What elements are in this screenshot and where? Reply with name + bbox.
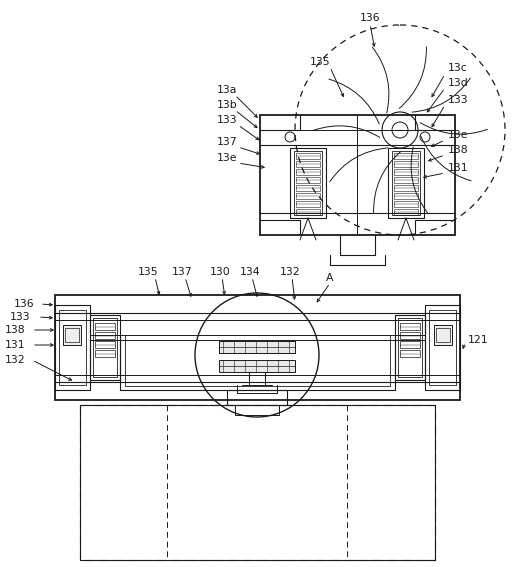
- Bar: [400, 350, 420, 357]
- Text: 133: 133: [10, 312, 30, 322]
- Text: 13b: 13b: [217, 100, 238, 110]
- Text: 130: 130: [210, 267, 230, 277]
- Text: 132: 132: [280, 267, 300, 277]
- Bar: [392, 151, 420, 215]
- Text: 136: 136: [359, 13, 380, 23]
- Bar: [400, 323, 420, 330]
- Bar: [296, 153, 320, 159]
- Bar: [63, 325, 81, 345]
- Bar: [80, 405, 435, 560]
- Text: 131: 131: [5, 340, 26, 350]
- Bar: [93, 318, 117, 377]
- Text: 13a: 13a: [217, 85, 237, 95]
- Bar: [55, 295, 460, 400]
- Bar: [394, 153, 418, 159]
- Bar: [80, 405, 435, 560]
- Bar: [59, 310, 86, 385]
- Text: 13c: 13c: [448, 63, 468, 73]
- Text: 133: 133: [217, 115, 237, 125]
- Bar: [434, 325, 452, 345]
- Bar: [394, 185, 418, 191]
- Bar: [388, 148, 424, 218]
- Text: A: A: [326, 273, 334, 283]
- Bar: [296, 177, 320, 183]
- Bar: [55, 305, 90, 390]
- Bar: [95, 323, 115, 330]
- Text: 13e: 13e: [448, 130, 469, 140]
- Bar: [95, 332, 115, 339]
- Bar: [219, 360, 295, 372]
- Bar: [296, 201, 320, 207]
- Bar: [429, 310, 456, 385]
- Bar: [95, 341, 115, 348]
- Bar: [65, 328, 79, 342]
- Bar: [260, 115, 455, 235]
- Bar: [394, 169, 418, 175]
- Bar: [294, 151, 322, 215]
- Text: 131: 131: [448, 163, 469, 173]
- Text: 132: 132: [5, 355, 26, 365]
- Bar: [296, 193, 320, 199]
- Text: 137: 137: [217, 137, 237, 147]
- Bar: [394, 193, 418, 199]
- Bar: [400, 341, 420, 348]
- Text: 13d: 13d: [448, 78, 469, 88]
- Bar: [95, 350, 115, 357]
- Bar: [290, 148, 326, 218]
- Bar: [394, 201, 418, 207]
- Bar: [395, 315, 425, 380]
- Text: 137: 137: [171, 267, 192, 277]
- Text: 136: 136: [14, 299, 35, 309]
- Text: 13e: 13e: [217, 153, 237, 163]
- Bar: [394, 177, 418, 183]
- Text: 121: 121: [468, 335, 489, 345]
- Bar: [436, 328, 450, 342]
- Text: 135: 135: [138, 267, 158, 277]
- Bar: [235, 405, 279, 415]
- Text: 133: 133: [448, 95, 469, 105]
- Bar: [90, 315, 120, 380]
- Bar: [400, 332, 420, 339]
- Bar: [227, 390, 287, 405]
- Text: 138: 138: [448, 145, 469, 155]
- Bar: [296, 169, 320, 175]
- Bar: [394, 161, 418, 167]
- Bar: [296, 161, 320, 167]
- Bar: [394, 209, 418, 215]
- Text: 138: 138: [5, 325, 26, 335]
- Bar: [398, 318, 422, 377]
- Bar: [296, 185, 320, 191]
- Text: 135: 135: [310, 57, 330, 67]
- Bar: [219, 341, 295, 353]
- Bar: [425, 305, 460, 390]
- Text: 134: 134: [239, 267, 260, 277]
- Bar: [296, 209, 320, 215]
